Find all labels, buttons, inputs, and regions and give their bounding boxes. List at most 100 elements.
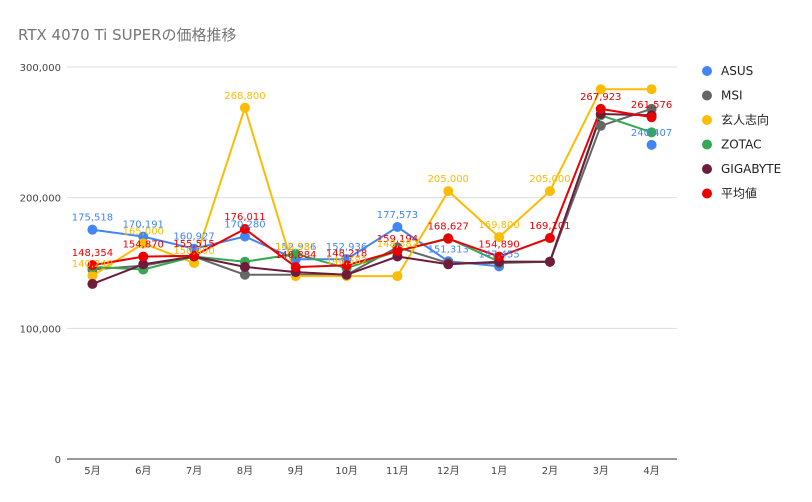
x-tick-label: 7月 xyxy=(186,465,202,477)
data-point xyxy=(595,84,606,95)
x-tick-label: 5月 xyxy=(84,465,100,477)
data-point xyxy=(290,262,301,273)
x-tick-label: 11月 xyxy=(386,465,409,477)
x-tick-label: 8月 xyxy=(237,465,253,477)
legend-label: 玄人志向 xyxy=(721,112,769,127)
x-tick-label: 6月 xyxy=(135,465,151,477)
x-tick-label: 3月 xyxy=(593,465,609,477)
data-label: 140,240 xyxy=(72,259,113,270)
data-label: 147,455 xyxy=(478,249,519,260)
x-axis: 5月 6月 7月 8月 9月 10月 11月 12月 1月 2月 3月 4月 xyxy=(84,465,660,477)
data-label: 205,000 xyxy=(428,174,469,185)
data-point xyxy=(290,248,301,259)
data-label: 148,354 xyxy=(72,248,113,259)
data-label: 152,936 xyxy=(326,242,367,253)
x-tick-label: 1月 xyxy=(491,465,507,477)
data-point xyxy=(239,269,250,280)
data-labels: 175,518 170,191 160,927 170,280 152,936 152,9… xyxy=(72,91,673,270)
legend-label: GIGABYTE xyxy=(721,162,781,176)
data-label: 176,011 xyxy=(224,212,265,223)
data-point xyxy=(392,271,403,282)
data-label: 160,927 xyxy=(173,232,214,243)
data-label: 154,870 xyxy=(123,240,164,251)
data-point xyxy=(443,186,454,197)
data-point xyxy=(544,233,555,244)
data-point xyxy=(138,251,149,262)
series-points xyxy=(87,84,657,289)
data-point xyxy=(494,232,505,243)
chart-title: RTX 4070 Ti SUPERの価格推移 xyxy=(18,26,237,44)
y-tick-label: 200,000 xyxy=(20,194,61,205)
data-point xyxy=(87,260,98,271)
data-label: 240,407 xyxy=(631,128,672,139)
series-line xyxy=(92,107,652,269)
data-label: 205,000 xyxy=(529,174,570,185)
data-point xyxy=(443,233,454,244)
legend-label: ASUS xyxy=(721,64,753,78)
x-tick-label: 9月 xyxy=(288,465,304,477)
data-point xyxy=(595,120,606,131)
data-label: 152,936 xyxy=(275,242,316,253)
data-point xyxy=(189,250,200,261)
y-axis: 0 100,000 200,000 300,000 xyxy=(20,63,61,466)
series-lines xyxy=(91,88,652,285)
legend-marker xyxy=(702,66,712,76)
data-label: 148,382 xyxy=(377,239,418,250)
y-tick-label: 300,000 xyxy=(20,63,61,74)
data-label: 151,313 xyxy=(428,244,469,255)
data-label: 169,800 xyxy=(478,220,519,231)
data-point xyxy=(341,260,352,271)
legend-marker xyxy=(702,90,712,101)
legend-label: ZOTAC xyxy=(721,138,761,152)
data-label: 165,000 xyxy=(123,226,164,237)
legend-marker xyxy=(702,164,712,174)
data-point xyxy=(544,256,555,267)
data-label: 146,884 xyxy=(275,250,316,261)
data-label: 268,800 xyxy=(224,91,265,102)
data-point xyxy=(646,84,657,95)
data-point xyxy=(87,224,98,235)
y-tick-label: 100,000 xyxy=(20,324,61,335)
legend: ASUS MSI 玄人志向 ZOTAC GIGABYTE 平均値 xyxy=(702,64,781,201)
data-point xyxy=(341,269,352,280)
data-point xyxy=(392,245,403,256)
data-label: 148,218 xyxy=(326,248,367,259)
data-point xyxy=(646,112,657,123)
data-label: 155,515 xyxy=(173,239,214,250)
x-tick-label: 4月 xyxy=(643,465,659,477)
data-point xyxy=(189,243,200,254)
data-label: 267,923 xyxy=(580,92,621,103)
data-label: 175,518 xyxy=(72,213,113,224)
series-line xyxy=(92,113,652,285)
data-point xyxy=(646,139,657,150)
data-label: 154,890 xyxy=(478,240,519,251)
data-point xyxy=(87,278,98,289)
data-label: 159,194 xyxy=(377,234,418,245)
data-point xyxy=(239,261,250,272)
data-label: 169,101 xyxy=(529,221,570,232)
x-tick-label: 12月 xyxy=(437,465,460,477)
data-label: 146,582 xyxy=(326,256,367,267)
legend-marker xyxy=(702,115,712,125)
data-label: 146,581 xyxy=(275,242,316,253)
data-point xyxy=(138,259,149,270)
legend-label: MSI xyxy=(721,89,743,103)
data-point xyxy=(443,259,454,270)
series-line xyxy=(91,88,652,278)
data-label: 261,576 xyxy=(631,100,672,111)
data-label: 150,000 xyxy=(173,246,214,257)
legend-marker xyxy=(702,188,712,199)
data-point xyxy=(595,103,606,114)
x-tick-label: 10月 xyxy=(335,465,358,477)
data-point xyxy=(239,224,250,235)
grid-lines xyxy=(67,66,677,460)
legend-marker xyxy=(702,139,712,150)
data-label: 168,627 xyxy=(428,222,469,233)
data-point xyxy=(544,186,555,197)
data-label: 170,280 xyxy=(224,220,265,231)
data-label: 177,573 xyxy=(377,210,418,221)
data-point xyxy=(392,221,403,232)
data-point xyxy=(138,238,149,249)
data-label: 170,191 xyxy=(123,220,164,231)
